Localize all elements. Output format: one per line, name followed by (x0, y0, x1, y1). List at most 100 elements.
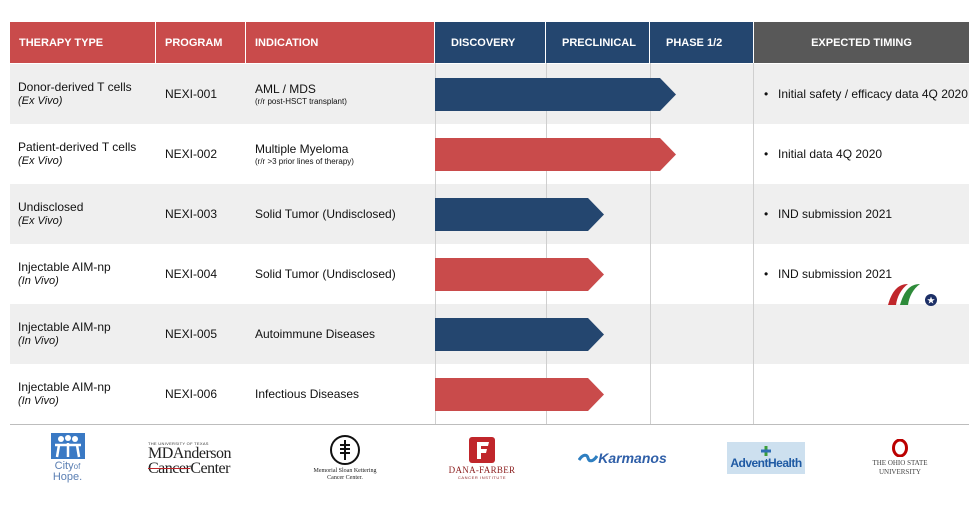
stage-divider (435, 63, 436, 425)
therapy-type-cell: Donor-derived T cells (Ex Vivo) (10, 64, 156, 124)
timing-text: Initial safety / efficacy data 4Q 2020 (778, 86, 968, 101)
indication-cell: Multiple Myeloma (r/r >3 prior lines of t… (246, 124, 435, 184)
indication-cell: AML / MDS (r/r post-HSCT transplant) (246, 64, 435, 124)
table-row: Patient-derived T cells (Ex Vivo) NEXI-0… (10, 124, 969, 184)
company-watermark-logo (888, 284, 937, 306)
timing-text: IND submission 2021 (778, 266, 893, 281)
therapy-name: Injectable AIM-np (18, 380, 111, 394)
therapy-mode: (Ex Vivo) (18, 155, 63, 167)
program-cell: NEXI-001 (156, 64, 246, 124)
timing-cell: • Initial data 4Q 2020 (754, 124, 969, 184)
timing-cell (754, 364, 969, 424)
karmanos-name: Karmanos (598, 450, 667, 466)
progress-arrow (435, 258, 604, 291)
program-id: NEXI-005 (165, 327, 218, 341)
header-therapy-type: THERAPY TYPE (10, 22, 155, 63)
msk-text-2: Cancer Center. (327, 475, 363, 481)
header-expected-timing: EXPECTED TIMING (754, 22, 969, 63)
bullet-icon: • (764, 86, 769, 101)
header-program: PROGRAM (156, 22, 245, 63)
md-anderson-top: THE UNIVERSITY OF TEXAS (148, 440, 209, 446)
dana-farber-icon (469, 436, 495, 463)
timing-text: IND submission 2021 (778, 206, 893, 221)
indication-name: Infectious Diseases (255, 387, 360, 401)
program-cell: NEXI-004 (156, 244, 246, 304)
table-row: Donor-derived T cells (Ex Vivo) NEXI-001… (10, 64, 969, 124)
program-id: NEXI-002 (165, 147, 218, 161)
indication-name: Multiple Myeloma (255, 141, 349, 156)
timing-bullet: • Initial safety / efficacy data 4Q 2020 (764, 87, 969, 102)
md-anderson-logo: THE UNIVERSITY OF TEXAS MDAnderson Cance… (148, 428, 248, 488)
timing-bullet: • IND submission 2021 (764, 267, 969, 282)
progress-arrow (435, 198, 604, 231)
city-of-hope-text-2: of (73, 462, 81, 471)
ohio-state-text-1: THE OHIO STATE (872, 459, 928, 467)
program-cell: NEXI-006 (156, 364, 246, 424)
bullet-icon: • (764, 146, 769, 161)
ohio-state-icon (892, 439, 908, 457)
advent-name: AdventHealth (730, 456, 802, 470)
stage-divider (650, 63, 651, 425)
msk-icon (330, 435, 360, 465)
therapy-mode: (In Vivo) (18, 335, 59, 347)
timing-cell: • IND submission 2021 (754, 244, 969, 304)
timing-bullet: • IND submission 2021 (764, 207, 969, 222)
therapy-mode: (Ex Vivo) (18, 95, 63, 107)
timing-bullet: • Initial data 4Q 2020 (764, 147, 969, 162)
city-of-hope-text-1: City (54, 460, 74, 472)
bullet-icon: • (764, 266, 769, 281)
stage-divider (546, 63, 547, 425)
program-id: NEXI-003 (165, 207, 218, 221)
therapy-name: Undisclosed (18, 200, 84, 214)
dana-farber-sub: CANCER INSTITUTE (457, 474, 507, 480)
indication-note: (r/r >3 prior lines of therapy) (255, 156, 354, 166)
city-of-hope-icon (50, 433, 85, 459)
advent-cross-icon (761, 446, 771, 456)
program-cell: NEXI-003 (156, 184, 246, 244)
table-row: Injectable AIM-np (In Vivo) NEXI-004 Sol… (10, 244, 969, 304)
therapy-mode: (In Vivo) (18, 275, 59, 287)
indication-cell: Autoimmune Diseases (246, 304, 435, 364)
therapy-mode: (Ex Vivo) (18, 215, 63, 227)
bullet-icon: • (764, 206, 769, 221)
indication-name: Solid Tumor (Undisclosed) (255, 267, 396, 281)
table-row: Undisclosed (Ex Vivo) NEXI-003 Solid Tum… (10, 184, 969, 244)
indication-cell: Solid Tumor (Undisclosed) (246, 244, 435, 304)
advent-health-logo: AdventHealth (726, 428, 806, 488)
therapy-name: Injectable AIM-np (18, 260, 111, 274)
timing-text: Initial data 4Q 2020 (778, 146, 883, 161)
ohio-state-text-2: UNIVERSITY (878, 468, 921, 476)
program-id: NEXI-001 (165, 87, 218, 101)
header-preclinical: PRECLINICAL (546, 22, 649, 63)
progress-arrow (435, 78, 676, 111)
msk-logo: Memorial Sloan Kettering Cancer Center. (298, 428, 392, 488)
karmanos-logo: Karmanos (575, 428, 670, 488)
indication-note: (r/r post-HSCT transplant) (255, 96, 347, 106)
progress-arrow (435, 138, 676, 171)
header-phase: PHASE 1/2 (650, 22, 753, 63)
table-row: Injectable AIM-np (In Vivo) NEXI-006 Inf… (10, 364, 969, 424)
therapy-name: Donor-derived T cells (18, 80, 132, 94)
city-of-hope-logo: Cityof Hope. (40, 428, 95, 488)
indication-cell: Infectious Diseases (246, 364, 435, 424)
header-discovery: DISCOVERY (435, 22, 545, 63)
indication-cell: Solid Tumor (Undisclosed) (246, 184, 435, 244)
program-id: NEXI-006 (165, 387, 218, 401)
timing-cell: • IND submission 2021 (754, 184, 969, 244)
therapy-type-cell: Injectable AIM-np (In Vivo) (10, 244, 156, 304)
therapy-type-cell: Patient-derived T cells (Ex Vivo) (10, 124, 156, 184)
indication-name: Autoimmune Diseases (255, 327, 376, 341)
therapy-type-cell: Undisclosed (Ex Vivo) (10, 184, 156, 244)
therapy-name: Injectable AIM-np (18, 320, 111, 334)
msk-text-1: Memorial Sloan Kettering (313, 468, 377, 474)
ohio-state-logo: THE OHIO STATE UNIVERSITY (862, 428, 938, 488)
city-of-hope-text-3: Hope. (52, 471, 83, 483)
dana-farber-name: DANA-FARBER (448, 464, 516, 475)
partner-divider (10, 424, 969, 425)
stage-divider (753, 63, 754, 425)
program-cell: NEXI-002 (156, 124, 246, 184)
therapy-name: Patient-derived T cells (18, 140, 137, 154)
program-cell: NEXI-005 (156, 304, 246, 364)
md-anderson-name: MDAnderson (148, 444, 232, 462)
therapy-type-cell: Injectable AIM-np (In Vivo) (10, 364, 156, 424)
